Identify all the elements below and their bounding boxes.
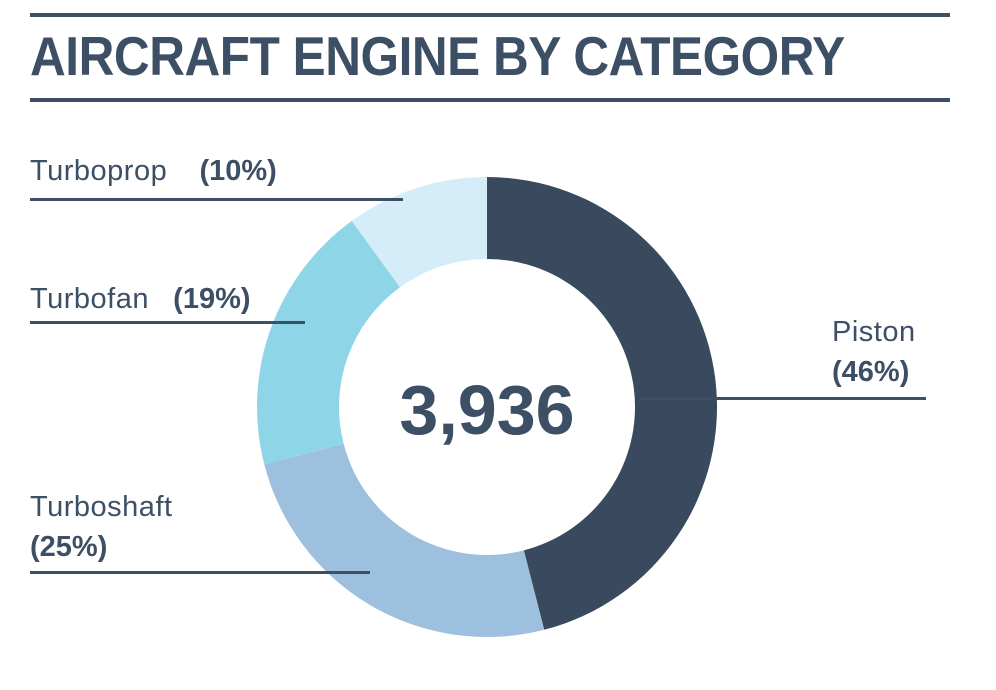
title-bottom-rule [30,98,950,102]
label-value: (10%) [199,155,277,187]
leader-line-turboshaft [30,571,370,574]
label-name: Turboshaft [30,491,173,523]
leader-line-piston [640,397,926,400]
slice-turboshaft [264,443,545,637]
slice-piston [487,177,717,630]
slice-turboprop [351,177,487,288]
label-name: Piston [832,316,916,348]
title-top-rule [30,13,950,17]
label-turbofan: Turbofan (19%) [30,283,251,316]
label-name: Turboprop [30,155,168,187]
label-turboshaft: Turboshaft (25%) [30,487,173,567]
label-value: (46%) [832,356,910,388]
slice-turbofan [257,220,401,465]
chart-title: AIRCRAFT ENGINE BY CATEGORY [30,25,845,87]
label-piston: Piston (46%) [832,312,916,392]
label-name: Turbofan [30,283,149,315]
leader-line-turbofan [30,321,305,324]
label-value: (19%) [173,283,251,315]
leader-line-turboprop [30,198,403,201]
label-value: (25%) [30,531,108,563]
label-turboprop: Turboprop (10%) [30,155,277,188]
center-total: 3,936 [399,371,575,449]
